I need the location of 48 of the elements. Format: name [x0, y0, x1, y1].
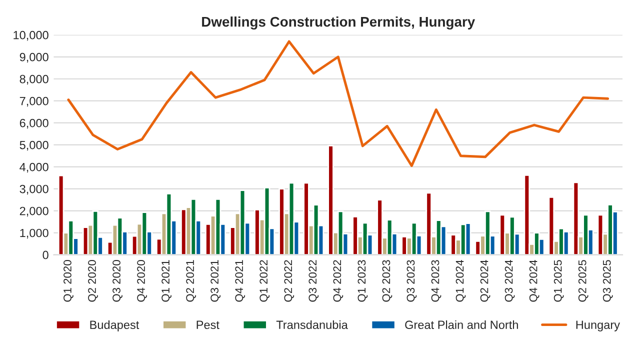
bar — [376, 199, 383, 255]
line-series — [67, 40, 610, 167]
bar — [303, 182, 310, 255]
legend-label: Transdanubia — [276, 320, 348, 330]
x-tick-label: Q1 2023 — [358, 260, 368, 302]
bar — [524, 174, 530, 255]
x-tick-label: Q1 2020 — [64, 260, 74, 302]
legend-label: Pest — [196, 320, 220, 330]
y-tick-label: 7,000 — [20, 96, 48, 107]
y-tick-label: 1,000 — [20, 228, 48, 239]
x-tick-label: Q2 2023 — [382, 260, 392, 302]
x-tick-label: Q1 2024 — [456, 260, 466, 302]
y-tick-label: 0 — [42, 250, 48, 260]
x-tick-label: Q2 2022 — [284, 260, 294, 302]
x-tick-label: Q3 2022 — [308, 260, 319, 302]
x-tick-label: Q1 2025 — [554, 260, 564, 302]
chart-title: Dwellings Construction Permits, Hungary — [202, 16, 476, 30]
legend-label: Hungary — [576, 320, 620, 332]
legend-label: Great Plain and North — [405, 320, 518, 330]
x-tick-label: Q3 2025 — [602, 260, 613, 302]
x-tick-label: Q2 2025 — [578, 260, 588, 302]
bar — [352, 216, 358, 255]
x-tick-label: Q1 2021 — [162, 260, 172, 302]
x-tick-label: Q3 2021 — [210, 260, 221, 302]
x-tick-label: Q2 2024 — [480, 260, 490, 302]
y-tick-label: 4,000 — [20, 162, 48, 173]
x-tick-label: Q3 2023 — [406, 260, 417, 302]
x-tick-label: Q1 2022 — [260, 260, 270, 302]
x-tick-label: Q3 2024 — [504, 260, 515, 302]
bar — [426, 192, 432, 255]
x-tick-label: Q4 2023 — [431, 260, 442, 302]
x-tick-label: Q4 2021 — [235, 260, 246, 302]
x-tick-label: Q2 2021 — [186, 260, 196, 302]
y-tick-label: 2,000 — [20, 206, 48, 217]
legend-label: Budapest — [90, 320, 140, 332]
x-tick-label: Q3 2020 — [112, 260, 122, 302]
bar — [328, 145, 334, 255]
y-tick-label: 3,000 — [20, 184, 48, 195]
y-tick-label: 10,000 — [14, 30, 48, 41]
x-tick-label: Q4 2020 — [137, 260, 147, 302]
x-tick-label: Q2 2020 — [88, 260, 98, 302]
bar — [58, 174, 64, 255]
y-tick-label: 8,000 — [20, 74, 48, 85]
y-tick-label: 9,000 — [20, 52, 48, 63]
y-tick-label: 5,000 — [20, 140, 48, 151]
y-tick-label: 6,000 — [20, 118, 48, 129]
x-tick-label: Q4 2022 — [333, 260, 344, 302]
x-tick-label: Q4 2024 — [529, 260, 540, 302]
